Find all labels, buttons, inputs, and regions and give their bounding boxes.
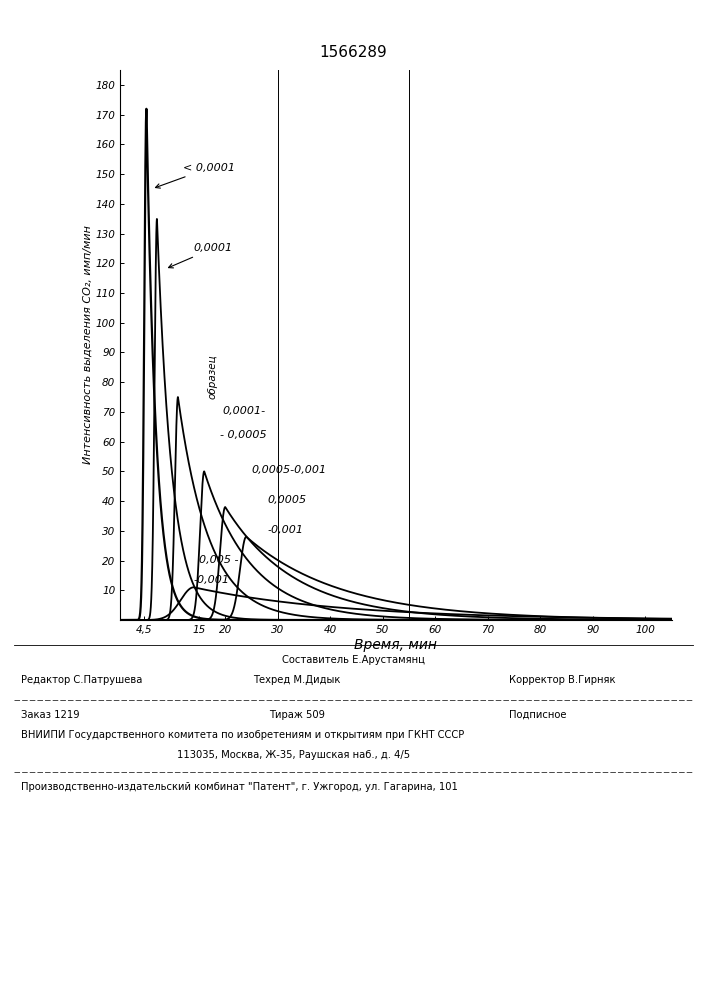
- Text: 0,0001: 0,0001: [168, 243, 233, 268]
- Text: 0,0005: 0,0005: [267, 495, 306, 505]
- Text: Техред М.Дидык: Техред М.Дидык: [253, 675, 341, 685]
- Text: Подписное: Подписное: [509, 710, 566, 720]
- Y-axis label: Интенсивность выделения CO₂, имп/мин: Интенсивность выделения CO₂, имп/мин: [83, 226, 93, 464]
- Text: 113035, Москва, Ж-35, Раушская наб., д. 4/5: 113035, Москва, Ж-35, Раушская наб., д. …: [177, 750, 410, 760]
- X-axis label: Время, мин: Время, мин: [354, 638, 438, 652]
- Text: Производственно-издательский комбинат "Патент", г. Ужгород, ул. Гагарина, 101: Производственно-издательский комбинат "П…: [21, 782, 458, 792]
- Text: Заказ 1219: Заказ 1219: [21, 710, 80, 720]
- Text: -0,001: -0,001: [267, 525, 303, 535]
- Text: Составитель Е.Арустамянц: Составитель Е.Арустамянц: [282, 655, 425, 665]
- Text: < 0,0001: < 0,0001: [156, 163, 235, 188]
- Text: 0,0001-: 0,0001-: [223, 406, 266, 416]
- Text: Тираж 509: Тираж 509: [269, 710, 325, 720]
- Text: - 0,0005: - 0,0005: [220, 430, 267, 440]
- Text: 1566289: 1566289: [320, 45, 387, 60]
- Text: ВНИИПИ Государственного комитета по изобретениям и открытиям при ГКНТ СССР: ВНИИПИ Государственного комитета по изоб…: [21, 730, 464, 740]
- Text: Корректор В.Гирняк: Корректор В.Гирняк: [509, 675, 616, 685]
- Text: 0,005 -: 0,005 -: [199, 555, 238, 565]
- Text: -0,001: -0,001: [194, 575, 230, 585]
- Text: 0,0005-0,001: 0,0005-0,001: [252, 465, 327, 475]
- Text: образец: образец: [207, 354, 217, 399]
- Text: Редактор С.Патрушева: Редактор С.Патрушева: [21, 675, 143, 685]
